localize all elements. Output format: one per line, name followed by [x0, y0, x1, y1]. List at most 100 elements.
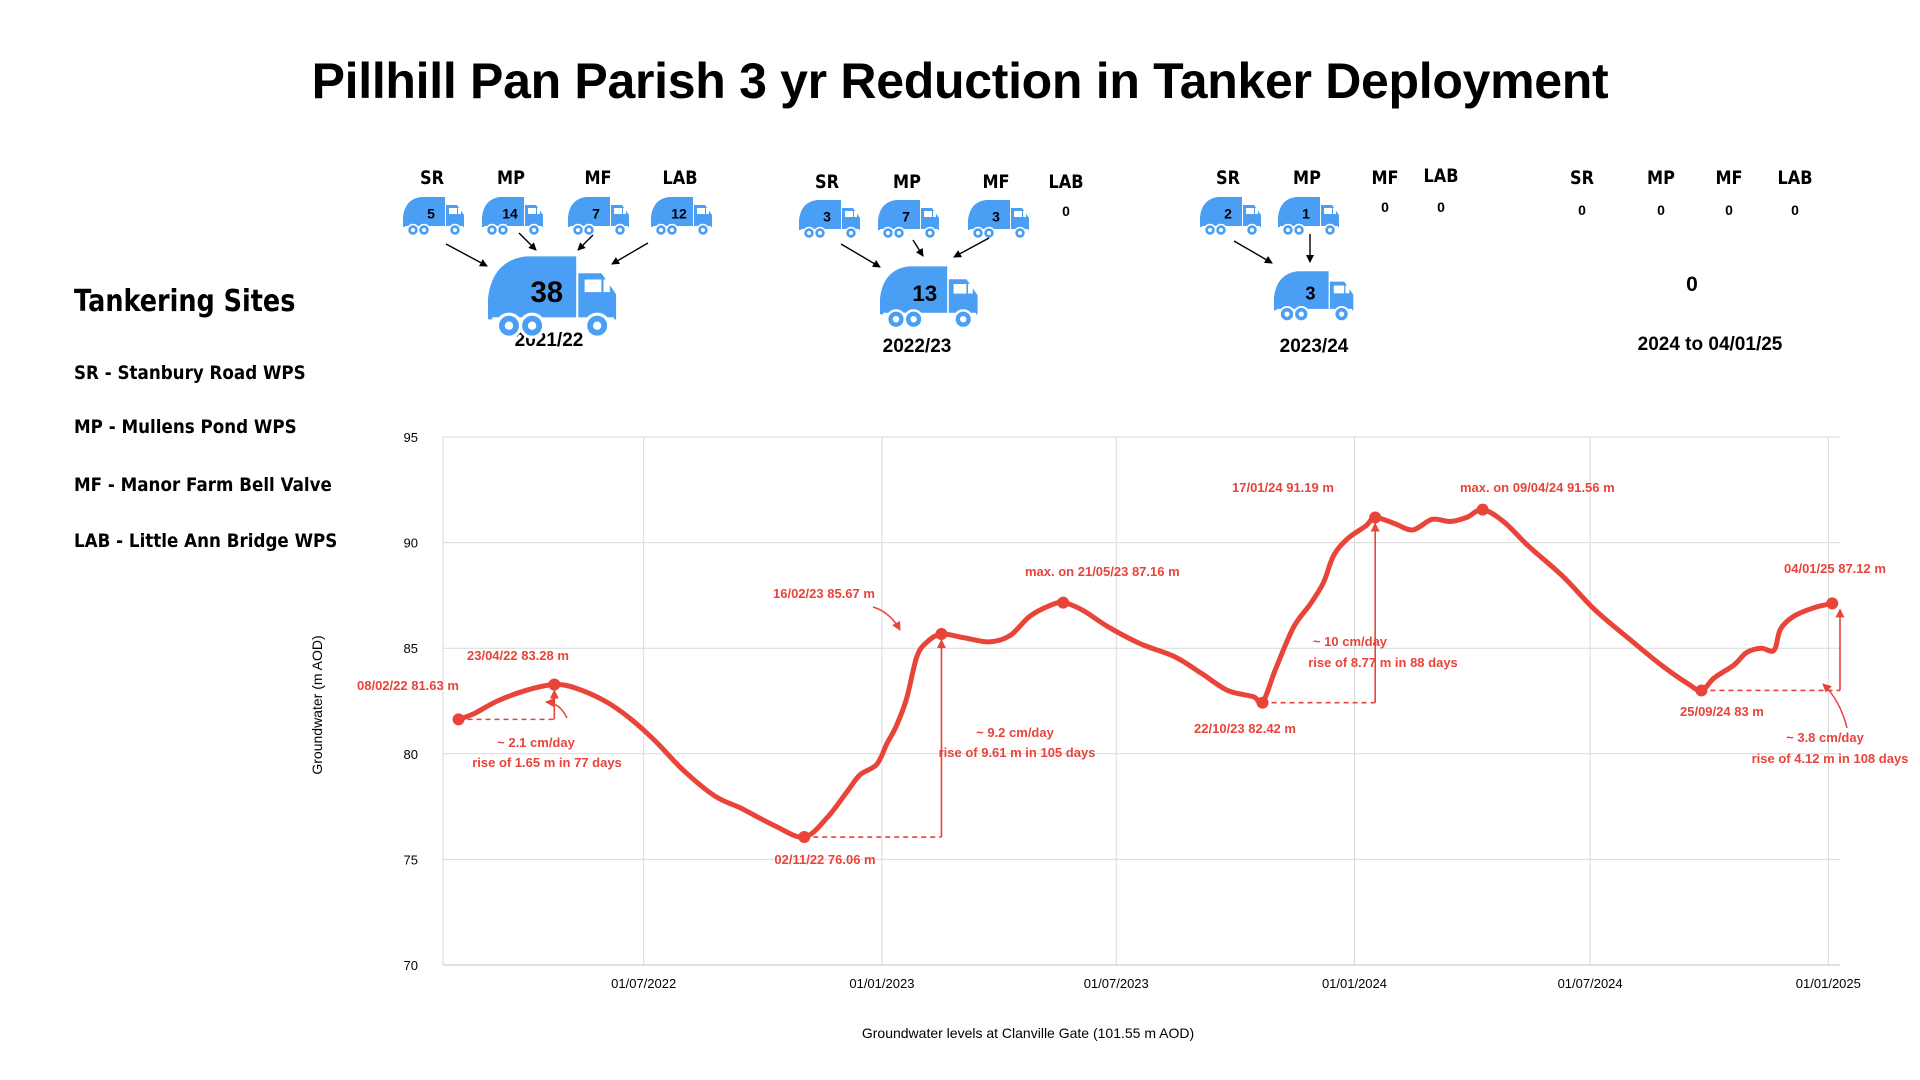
data-point-marker — [1695, 684, 1708, 697]
annotation-rate: ~ 9.2 cm/day — [976, 725, 1054, 740]
site-header-lab: LAB — [1423, 165, 1459, 187]
site-header-mp: MP — [497, 167, 525, 189]
x-tick-label: 01/01/2024 — [1322, 976, 1387, 991]
site-header-lab: LAB — [1048, 171, 1084, 193]
flow-arrow — [953, 237, 990, 258]
x-tick-label: 01/07/2023 — [1084, 976, 1149, 991]
truck-count: 7 — [902, 209, 910, 225]
x-tick-label: 01/07/2024 — [1558, 976, 1623, 991]
site-header-mf: MF — [982, 171, 1010, 193]
truck-count: 3 — [992, 209, 1000, 225]
y-tick-label: 95 — [404, 430, 418, 445]
flow-arrow — [912, 239, 924, 257]
truck-sr: 2 — [1200, 197, 1261, 237]
data-point-marker — [1057, 596, 1070, 609]
truck-count: 3 — [823, 209, 831, 225]
site-count-lab: 0 — [1062, 203, 1070, 219]
annotation-rise: rise of 8.77 m in 88 days — [1308, 655, 1458, 670]
site-count-sr: 0 — [1578, 202, 1586, 218]
annotation-rise: rise of 1.65 m in 77 days — [472, 755, 622, 770]
data-point-label: 08/02/22 81.63 m — [357, 678, 459, 693]
truck-count: 14 — [502, 206, 518, 222]
truck-total: 13 — [880, 266, 978, 330]
data-point-marker — [1369, 511, 1382, 524]
data-point-marker — [1826, 597, 1839, 610]
period-label: 2022/23 — [882, 336, 952, 357]
annotation-pointer — [1822, 683, 1848, 729]
site-header-mp: MP — [1647, 167, 1675, 189]
truck-count: 7 — [592, 206, 600, 222]
groundwater-line — [456, 507, 1835, 840]
y-tick-label: 85 — [404, 641, 418, 656]
legend-item-lab: LAB - Little Ann Bridge WPS — [74, 530, 338, 552]
annotation-rate: ~ 2.1 cm/day — [497, 735, 575, 750]
data-point-label: 22/10/23 82.42 m — [1194, 721, 1296, 736]
data-point-label: max. on 21/05/23 87.16 m — [1025, 564, 1180, 579]
y-axis-label: Groundwater (m AOD) — [309, 635, 325, 774]
truck-mp: 14 — [482, 197, 543, 237]
data-point-marker — [798, 831, 811, 844]
flow-arrow — [445, 243, 488, 267]
truck-total: 3 — [1274, 271, 1354, 323]
annotation-pointer — [545, 698, 568, 719]
site-count-mp: 0 — [1657, 202, 1665, 218]
site-count-lab: 0 — [1437, 199, 1445, 215]
data-point-marker — [1476, 503, 1489, 516]
x-tick-label: 01/07/2022 — [611, 976, 676, 991]
y-tick-label: 90 — [404, 536, 418, 551]
data-point-marker — [548, 678, 561, 691]
flow-arrow — [577, 234, 594, 251]
site-header-mf: MF — [584, 167, 612, 189]
truck-mp: 7 — [878, 200, 939, 240]
y-tick-label: 70 — [404, 958, 418, 973]
truck-mf: 7 — [568, 197, 629, 237]
truck-mf: 3 — [968, 200, 1029, 240]
flow-arrow — [840, 243, 881, 268]
legend-item-sr: SR - Stanbury Road WPS — [74, 362, 306, 384]
annotation-rate: ~ 10 cm/day — [1313, 634, 1388, 649]
site-header-mf: MF — [1371, 167, 1399, 189]
site-count-lab: 0 — [1791, 202, 1799, 218]
annotation-rate: ~ 3.8 cm/day — [1786, 730, 1864, 745]
x-axis-label: Groundwater levels at Clanville Gate (10… — [862, 1025, 1194, 1041]
flow-arrow — [518, 232, 537, 251]
truck-count: 5 — [427, 206, 435, 222]
site-header-lab: LAB — [662, 167, 698, 189]
data-point-label: 23/04/22 83.28 m — [467, 648, 569, 663]
truck-count: 1 — [1302, 206, 1310, 222]
annotation-pointer — [872, 606, 901, 631]
truck-count: 3 — [1305, 283, 1315, 303]
annotation-rise: rise of 9.61 m in 105 days — [939, 745, 1096, 760]
x-tick-label: 01/01/2023 — [849, 976, 914, 991]
data-point-label: 16/02/23 85.67 m — [773, 586, 875, 601]
data-point-marker — [452, 713, 465, 726]
data-point-label: 04/01/25 87.12 m — [1784, 561, 1886, 576]
chart-title: Pillhill Pan Parish 3 yr Reduction in Ta… — [311, 53, 1609, 109]
truck-total: 38 — [488, 256, 617, 339]
truck-count: 2 — [1224, 206, 1232, 222]
x-tick-label: 01/01/2025 — [1796, 976, 1861, 991]
legend-title: Tankering Sites — [74, 284, 296, 319]
data-point-label: 02/11/22 76.06 m — [774, 852, 875, 867]
data-point-label: 25/09/24 83 m — [1680, 704, 1764, 719]
site-header-sr: SR — [814, 171, 840, 193]
site-header-sr: SR — [1215, 167, 1241, 189]
truck-lab: 12 — [651, 197, 712, 237]
data-point-marker — [1256, 696, 1269, 709]
period-total: 0 — [1686, 273, 1698, 296]
truck-count: 12 — [671, 206, 687, 222]
site-header-lab: LAB — [1777, 167, 1813, 189]
truck-count: 13 — [912, 281, 937, 306]
flow-arrow — [1233, 240, 1273, 264]
truck-count: 38 — [530, 276, 563, 309]
data-point-marker — [935, 628, 948, 641]
site-header-sr: SR — [419, 167, 445, 189]
site-header-mp: MP — [1293, 167, 1321, 189]
legend-item-mp: MP - Mullens Pond WPS — [74, 416, 297, 438]
site-header-sr: SR — [1569, 167, 1595, 189]
y-tick-label: 75 — [404, 852, 418, 867]
truck-sr: 3 — [799, 200, 860, 240]
period-label: 2023/24 — [1279, 336, 1349, 357]
site-count-mf: 0 — [1381, 199, 1389, 215]
